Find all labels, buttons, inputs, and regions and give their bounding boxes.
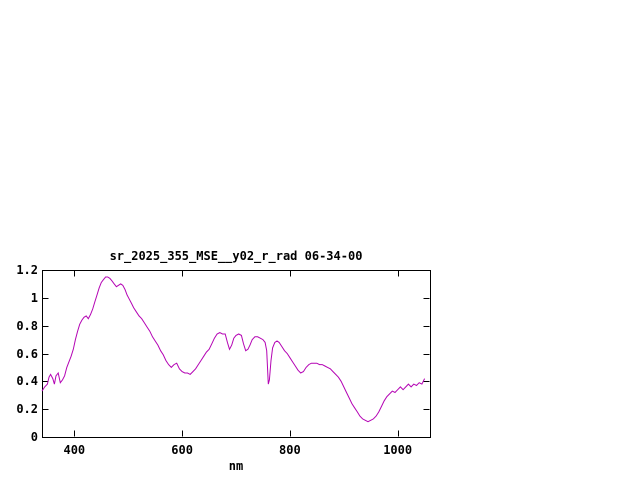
y-tick-label: 0.8 — [16, 318, 38, 333]
x-axis-label: nm — [228, 459, 244, 473]
y-tick-label: 0.2 — [16, 402, 38, 417]
y-tick-label: 1 — [30, 290, 38, 305]
y-tick-label: 0.6 — [16, 346, 38, 361]
series-line — [41, 276, 426, 423]
y-tick-label: 1.2 — [16, 263, 38, 277]
y-tick-label: 0 — [30, 430, 38, 444]
x-tick-label: 1000 — [383, 443, 413, 457]
x-tick-label: 400 — [63, 443, 86, 457]
x-tick-label: 600 — [171, 443, 193, 457]
y-tick-label: 0.4 — [16, 374, 38, 389]
x-tick-label: 800 — [279, 443, 301, 457]
chart-title: sr_2025_355_MSE__y02_r_rad 06-34-00 — [109, 249, 363, 263]
